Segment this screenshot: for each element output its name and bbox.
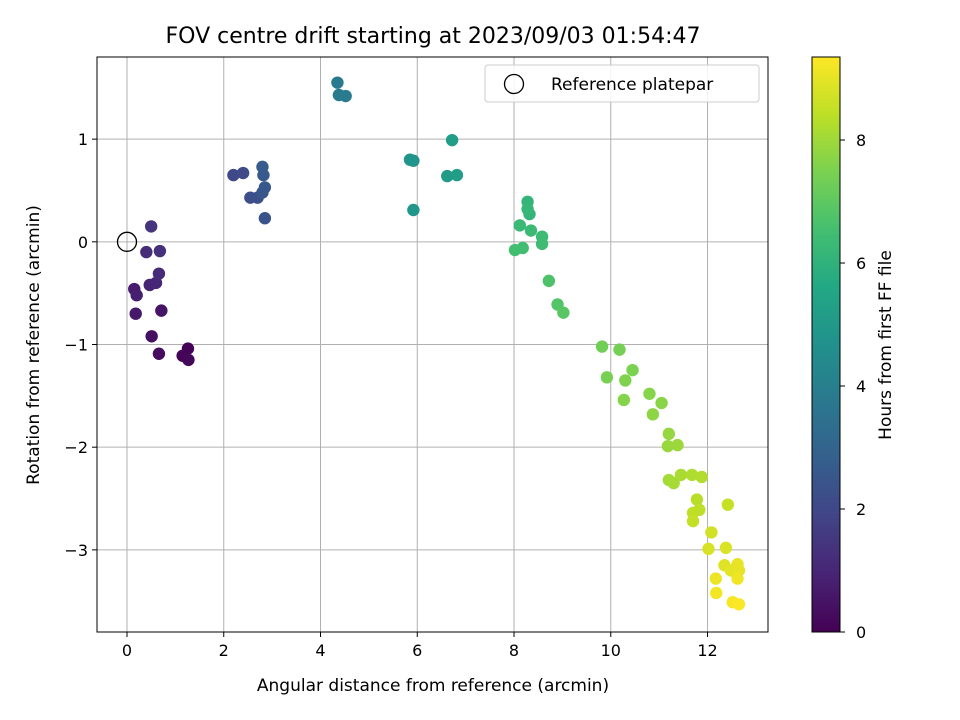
colorbar-tick-label: 0 <box>856 623 866 642</box>
legend-label-reference: Reference platepar <box>551 75 713 95</box>
data-points <box>128 76 746 611</box>
x-axis-ticks: 0 2 4 6 8 10 12 <box>122 632 718 660</box>
data-point <box>721 498 735 511</box>
data-point <box>521 202 534 216</box>
legend-box <box>484 64 760 103</box>
data-point <box>145 330 158 343</box>
data-point <box>690 493 704 506</box>
colorbar-tick-label: 8 <box>856 131 866 150</box>
colorbar-gradient <box>811 56 841 633</box>
data-point <box>130 289 143 302</box>
y-tick-label: 1 <box>78 130 88 149</box>
data-point <box>182 353 195 367</box>
y-tick-label: −3 <box>64 541 88 560</box>
reference-marker-layer <box>116 231 138 252</box>
data-point <box>258 181 272 194</box>
data-point <box>331 76 344 89</box>
data-point <box>140 245 153 259</box>
data-point <box>407 154 420 167</box>
x-tick-label: 6 <box>412 641 422 660</box>
chart-title: FOV centre drift starting at 2023/09/03 … <box>166 24 701 49</box>
y-axis-label: Rotation from reference (arcmin) <box>24 205 44 485</box>
data-point <box>600 371 614 384</box>
data-point <box>256 160 269 174</box>
data-point <box>339 89 352 103</box>
data-point <box>695 470 708 484</box>
grid-lines <box>97 57 768 632</box>
colorbar-tick-label: 4 <box>856 377 866 396</box>
data-point <box>450 168 464 182</box>
data-point <box>258 212 272 225</box>
colorbar-tick-label: 2 <box>856 500 866 519</box>
colorbar-ticks: 0 2 4 6 8 <box>840 131 866 642</box>
reference-platepar-marker <box>116 231 138 252</box>
x-axis-label: Angular distance from reference (arcmin) <box>257 676 609 696</box>
x-tick-label: 4 <box>315 641 325 660</box>
y-tick-label: 0 <box>78 233 88 252</box>
y-tick-label: −1 <box>64 336 88 355</box>
colorbar: 0 2 4 6 8 Hours from first FF file <box>811 56 896 642</box>
data-point <box>710 586 723 600</box>
data-point <box>655 396 668 410</box>
data-point <box>719 541 733 555</box>
colorbar-tick-label: 6 <box>856 254 866 273</box>
data-point <box>155 304 168 317</box>
data-point <box>626 363 639 377</box>
data-point <box>535 237 549 251</box>
data-point <box>662 427 676 441</box>
data-point <box>667 476 680 490</box>
data-point <box>732 598 746 611</box>
data-point <box>686 514 700 528</box>
data-point <box>441 169 454 183</box>
data-point <box>236 166 250 180</box>
data-point <box>685 468 699 482</box>
legend-reference-marker <box>503 73 525 95</box>
data-point <box>152 347 166 360</box>
data-point <box>643 387 656 400</box>
data-point <box>613 343 626 356</box>
data-point <box>542 274 556 288</box>
data-point <box>619 374 632 387</box>
data-point <box>557 306 570 319</box>
data-point <box>407 203 420 217</box>
data-point <box>595 340 609 353</box>
data-point <box>709 572 722 585</box>
legend: Reference platepar <box>484 64 760 103</box>
x-tick-label: 10 <box>601 641 621 660</box>
y-tick-label: −2 <box>64 438 88 457</box>
data-point <box>617 393 631 407</box>
x-tick-label: 2 <box>219 641 229 660</box>
data-point <box>152 267 166 280</box>
data-point <box>646 408 660 421</box>
data-point <box>705 526 718 539</box>
x-tick-label: 0 <box>122 641 132 660</box>
data-point <box>508 243 522 257</box>
data-point <box>661 439 675 453</box>
data-point <box>731 572 744 585</box>
x-tick-label: 12 <box>697 641 717 660</box>
data-point <box>227 168 240 182</box>
colorbar-label: Hours from first FF file <box>876 250 896 440</box>
y-axis-ticks: −3 −2 −1 0 1 <box>64 130 97 560</box>
data-point <box>144 220 158 233</box>
data-point <box>153 244 167 258</box>
data-point <box>524 224 538 237</box>
data-point <box>671 438 684 452</box>
data-point <box>129 307 142 320</box>
data-point <box>674 468 688 482</box>
data-point <box>702 542 715 556</box>
x-tick-label: 8 <box>509 641 519 660</box>
data-point <box>445 133 459 147</box>
data-point <box>513 219 527 232</box>
